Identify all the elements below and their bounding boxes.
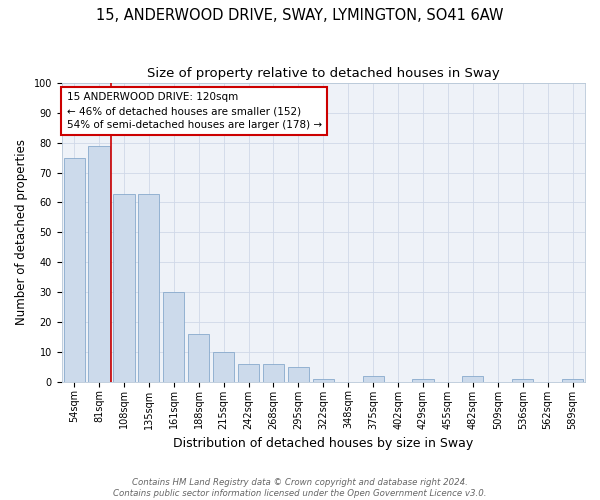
Bar <box>288 366 309 382</box>
X-axis label: Distribution of detached houses by size in Sway: Distribution of detached houses by size … <box>173 437 473 450</box>
Bar <box>512 378 533 382</box>
Text: 15, ANDERWOOD DRIVE, SWAY, LYMINGTON, SO41 6AW: 15, ANDERWOOD DRIVE, SWAY, LYMINGTON, SO… <box>96 8 504 22</box>
Bar <box>138 194 160 382</box>
Bar <box>188 334 209 382</box>
Bar <box>238 364 259 382</box>
Bar <box>462 376 484 382</box>
Bar <box>88 146 110 382</box>
Bar <box>562 378 583 382</box>
Bar <box>113 194 134 382</box>
Text: 15 ANDERWOOD DRIVE: 120sqm
← 46% of detached houses are smaller (152)
54% of sem: 15 ANDERWOOD DRIVE: 120sqm ← 46% of deta… <box>67 92 322 130</box>
Title: Size of property relative to detached houses in Sway: Size of property relative to detached ho… <box>147 68 500 80</box>
Bar <box>263 364 284 382</box>
Bar <box>163 292 184 382</box>
Bar <box>313 378 334 382</box>
Y-axis label: Number of detached properties: Number of detached properties <box>15 140 28 326</box>
Text: Contains HM Land Registry data © Crown copyright and database right 2024.
Contai: Contains HM Land Registry data © Crown c… <box>113 478 487 498</box>
Bar <box>412 378 434 382</box>
Bar <box>362 376 384 382</box>
Bar <box>213 352 234 382</box>
Bar <box>64 158 85 382</box>
